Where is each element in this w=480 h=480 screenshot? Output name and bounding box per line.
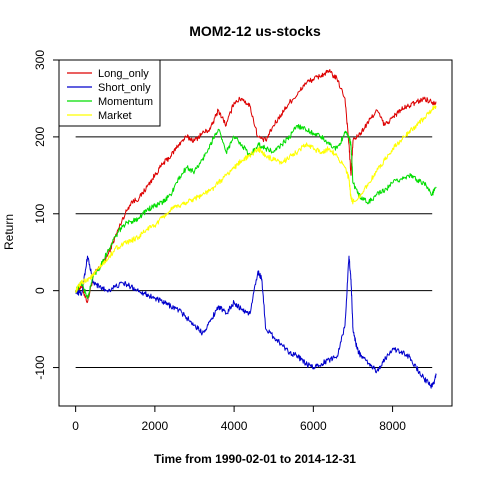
chart-title: MOM2-12 us-stocks: [189, 23, 321, 39]
reference-lines: [75, 136, 433, 369]
x-tick-label: 0: [72, 419, 79, 433]
y-tick-label: 0: [33, 287, 47, 294]
legend-entry: Long_only: [98, 68, 149, 80]
legend-entry: Short_only: [98, 82, 151, 94]
legend-entry: Market: [98, 110, 132, 122]
y-axis-label: Return: [2, 214, 16, 250]
series-line-long-only: [75, 69, 437, 304]
x-tick-label: 6000: [300, 419, 327, 433]
x-tick-label: 4000: [221, 419, 248, 433]
axes: 0 2000 4000 6000 8000 -100 0 100 200 300: [33, 50, 453, 433]
y-tick-label: -100: [33, 355, 47, 379]
y-tick-label: 300: [33, 50, 47, 70]
series-line-short-only: [75, 255, 437, 389]
legend: Long_only Short_only Momentum Market: [58, 59, 161, 127]
y-tick-label: 100: [33, 203, 47, 223]
x-tick-label: 8000: [379, 419, 406, 433]
series-layer: [75, 69, 437, 389]
x-tick-label: 2000: [142, 419, 169, 433]
x-axis-label: Time from 1990-02-01 to 2014-12-31: [154, 452, 356, 466]
series-line-momentum: [75, 124, 437, 299]
y-tick-label: 200: [33, 127, 47, 147]
legend-entry: Momentum: [98, 96, 153, 108]
series-line-market: [75, 104, 437, 294]
